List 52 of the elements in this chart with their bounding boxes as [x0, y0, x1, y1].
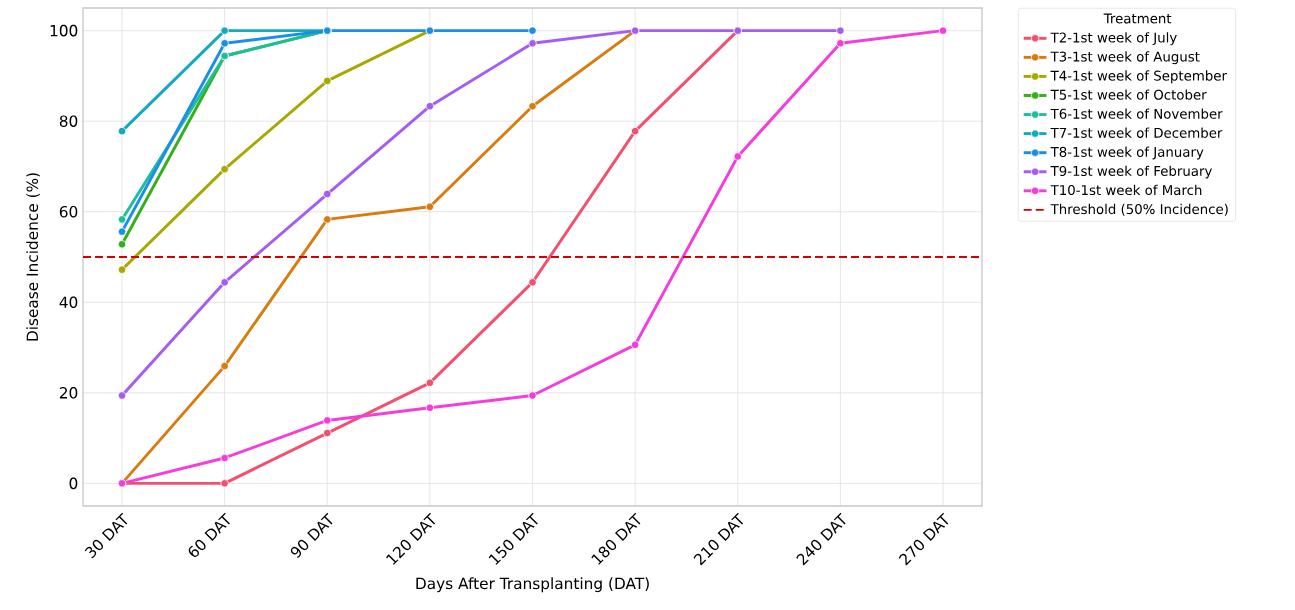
- x-axis-title: Days After Transplanting (DAT): [416, 577, 649, 593]
- point: [836, 39, 845, 48]
- point: [425, 202, 435, 211]
- legend-label: T6-1st week of November: [1050, 108, 1223, 119]
- y-tick-label: 0: [69, 477, 78, 490]
- y-tick-label: 60: [59, 205, 78, 218]
- point: [220, 26, 229, 35]
- legend-label: T2-1st week of July: [1050, 32, 1177, 46]
- point: [425, 403, 435, 412]
- legend-title: Treatment: [1103, 13, 1172, 24]
- point: [220, 39, 229, 48]
- y-tick-label: 40: [59, 296, 78, 309]
- point: [220, 165, 229, 174]
- y-tick-label: 20: [59, 387, 78, 399]
- point: [220, 453, 229, 463]
- point: [528, 26, 537, 35]
- point: [631, 340, 640, 349]
- point: [117, 227, 127, 236]
- point: [117, 240, 127, 249]
- legend-label: T8-1st week of January: [1050, 146, 1204, 160]
- point: [117, 265, 127, 274]
- y-tick-label: 80: [59, 115, 78, 127]
- point: [323, 428, 332, 438]
- point: [117, 391, 127, 400]
- point: [220, 361, 229, 371]
- point: [117, 127, 127, 136]
- legend-label: T10-1st week of March: [1050, 184, 1202, 196]
- point: [733, 152, 742, 161]
- legend-label: Threshold (50% Incidence): [1050, 203, 1228, 216]
- point: [528, 391, 537, 400]
- point: [323, 76, 332, 86]
- legend-label: T9-1st week of February: [1050, 165, 1212, 179]
- y-tick-label: 100: [50, 24, 78, 37]
- point: [323, 189, 332, 199]
- y-axis-title: Disease Incidence (%): [26, 173, 40, 341]
- legend-label: T5-1st week of October: [1050, 89, 1207, 100]
- point: [528, 102, 537, 111]
- point: [938, 26, 948, 35]
- point: [220, 479, 229, 488]
- point: [631, 127, 640, 136]
- legend-label: T4-1st week of September: [1050, 70, 1227, 84]
- point: [528, 39, 537, 48]
- point: [220, 278, 229, 287]
- point: [425, 378, 435, 387]
- point: [425, 102, 435, 111]
- legend-label: T3-1st week of August: [1050, 51, 1200, 65]
- point: [528, 278, 537, 287]
- point: [117, 215, 127, 224]
- point: [836, 26, 845, 35]
- point: [323, 215, 332, 224]
- point: [323, 416, 332, 425]
- legend-label: T7-1st week of December: [1050, 127, 1223, 138]
